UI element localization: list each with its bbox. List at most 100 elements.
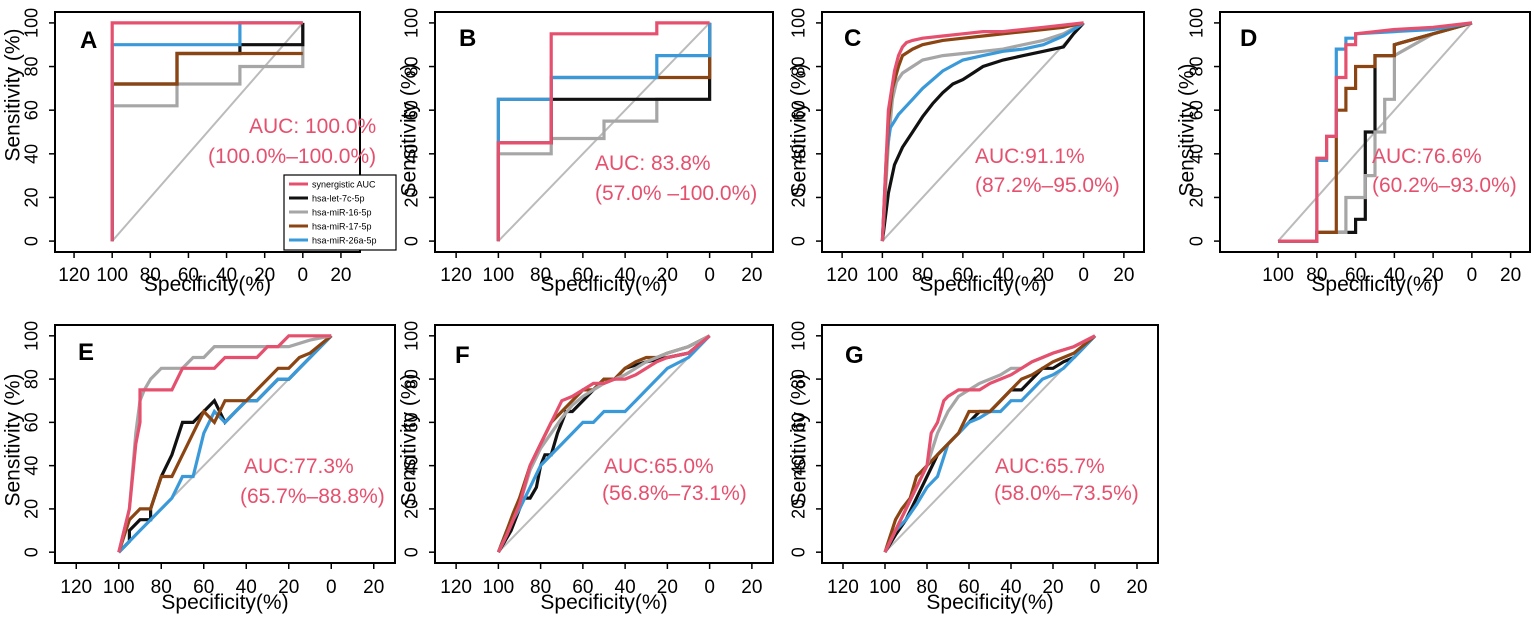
auc-ci-f: (56.8%‒73.1%): [602, 482, 747, 505]
x-tick-label-e: 40: [236, 577, 257, 598]
x-tick-label-g: 60: [958, 577, 979, 598]
y-tick-label-g: 0: [789, 547, 809, 557]
series-mir26a-d: [1278, 21, 1473, 243]
panel-label-e: E: [78, 339, 94, 366]
x-tick-label-e: 100: [103, 577, 135, 598]
x-axis-title-c: Specificity(%): [919, 273, 1046, 296]
diagonal-reference-c: [881, 22, 1085, 242]
y-tick-label-f: 100: [402, 321, 422, 351]
x-tick-label-c: 120: [826, 265, 858, 286]
x-tick-label-e: 60: [193, 577, 214, 598]
x-tick-label-c: 100: [867, 265, 899, 286]
y-tick-label-c: 40: [789, 144, 809, 164]
x-tick-label-b: 20: [657, 265, 678, 286]
x-axis-title-a: Specificity(%): [144, 273, 271, 296]
y-tick-label-g: 80: [789, 369, 809, 389]
y-axis-title-b: Sensitivity (%): [398, 63, 421, 196]
plot-frame-e: [54, 324, 396, 564]
y-tick-label-e: 100: [22, 321, 42, 351]
x-tick-label-a: 80: [140, 265, 161, 286]
auc-label-d: AUC:76.6%: [1372, 145, 1482, 168]
x-tick-label-b: 0: [704, 265, 715, 286]
auc-ci-d: (60.2%‒93.0%): [1372, 174, 1517, 197]
diagonal-reference-f: [497, 335, 711, 553]
y-axis-title-e: Sensitivity (%): [2, 373, 25, 506]
y-tick-label-e: 40: [22, 456, 42, 476]
x-axis-title-e: Specificity(%): [161, 591, 288, 614]
plot-frame-c: [821, 11, 1145, 253]
x-tick-label-a: 40: [216, 265, 237, 286]
y-tick-label-f: 20: [402, 499, 422, 519]
auc-label-b: AUC: 83.8%: [595, 152, 711, 175]
x-tick-label-e: 20: [278, 577, 299, 598]
x-tick-label-a: 60: [178, 265, 199, 286]
x-tick-label-a: 100: [96, 265, 128, 286]
plot-frame-g: [821, 324, 1159, 564]
x-tick-label-f: 120: [440, 577, 472, 598]
x-tick-label-a: 20: [330, 265, 351, 286]
x-tick-label-c: 60: [952, 265, 973, 286]
x-tick-label-c: 40: [993, 265, 1014, 286]
y-axis-title-d: Sensitivity (%): [1176, 63, 1199, 196]
y-tick-label-b: 20: [402, 187, 422, 207]
panel-label-d: D: [1240, 25, 1257, 52]
series-mir17-d: [1278, 21, 1473, 243]
x-axis-title-f: Specificity(%): [540, 591, 667, 614]
x-tick-label-a: 120: [58, 265, 90, 286]
series-synergistic-g: [883, 334, 1096, 553]
y-tick-label-e: 80: [22, 369, 42, 389]
x-tick-label-c: 80: [912, 265, 933, 286]
x-tick-label-e: 0: [326, 577, 337, 598]
series-mir16-a: [110, 22, 305, 242]
series-mir26a-f: [496, 334, 711, 553]
x-tick-label-a: 0: [298, 265, 309, 286]
y-tick-label-a: 80: [22, 57, 42, 77]
x-tick-label-f: 60: [572, 577, 593, 598]
y-tick-label-a: 100: [22, 8, 42, 38]
y-tick-label-f: 40: [402, 456, 422, 476]
y-tick-label-d: 80: [1187, 57, 1207, 77]
y-tick-label-f: 60: [402, 412, 422, 432]
x-tick-label-f: 20: [741, 577, 762, 598]
x-tick-label-f: 0: [704, 577, 715, 598]
x-tick-label-f: 20: [657, 577, 678, 598]
series-mir16-c: [880, 21, 1085, 242]
y-tick-label-a: 40: [22, 144, 42, 164]
y-tick-label-b: 0: [402, 236, 422, 246]
series-synergistic-e: [117, 334, 332, 553]
x-tick-label-b: 60: [572, 265, 593, 286]
x-tick-label-d: 0: [1467, 265, 1478, 286]
x-tick-label-b: 80: [530, 265, 551, 286]
y-axis-title-f: Sensitivity (%): [398, 373, 421, 506]
series-synergistic-c: [880, 21, 1084, 242]
x-tick-label-g: 40: [1000, 577, 1021, 598]
plot-frame-d: [1219, 11, 1531, 253]
auc-label-c: AUC:91.1%: [975, 145, 1085, 168]
x-axis-title-d: Specificity(%): [1311, 273, 1438, 296]
auc-label-f: AUC:65.0%: [604, 455, 714, 478]
x-tick-label-f: 40: [615, 577, 636, 598]
x-tick-label-g: 120: [827, 577, 859, 598]
auc-ci-c: (87.2%‒95.0%): [975, 174, 1120, 197]
x-tick-label-g: 0: [1090, 577, 1101, 598]
y-tick-label-a: 20: [22, 187, 42, 207]
y-tick-label-g: 40: [789, 456, 809, 476]
y-tick-label-e: 20: [22, 499, 42, 519]
auc-ci-b: (57.0% –100.0%): [595, 182, 757, 205]
x-axis-title-b: Specificity(%): [540, 273, 667, 296]
y-tick-label-b: 100: [402, 8, 422, 38]
y-tick-label-g: 100: [789, 321, 809, 351]
plot-frame-a: [54, 11, 361, 253]
y-tick-label-d: 20: [1187, 187, 1207, 207]
y-tick-label-d: 60: [1187, 100, 1207, 120]
panel-label-a: A: [80, 27, 97, 54]
series-mir26a-c: [880, 21, 1085, 242]
series-synergistic-d: [1278, 21, 1473, 243]
x-axis-title-g: Specificity(%): [926, 591, 1053, 614]
y-tick-label-c: 100: [789, 8, 809, 38]
x-tick-label-b: 100: [483, 265, 515, 286]
auc-ci-e: (65.7%‒88.8%): [240, 485, 385, 508]
x-tick-label-a: 20: [254, 265, 275, 286]
panel-label-c: C: [844, 25, 861, 52]
